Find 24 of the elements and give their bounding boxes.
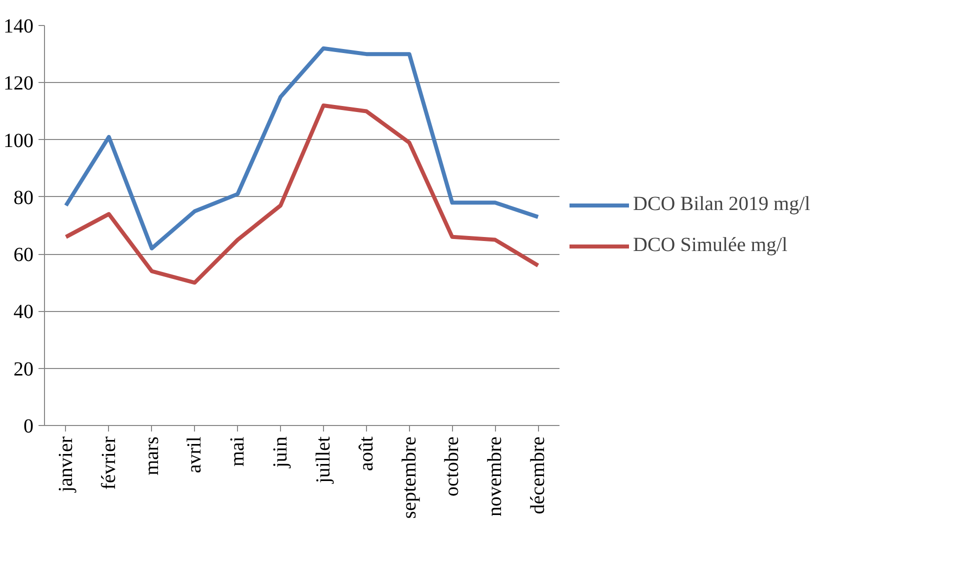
line-series: [64, 46, 540, 250]
y-tick-label: 120: [4, 72, 34, 95]
legend-label: DCO Bilan 2019 mg/l: [633, 193, 810, 216]
x-tick-label: novembre: [484, 436, 506, 516]
x-tick-label: décembre: [527, 436, 550, 514]
x-tick-label: avril: [184, 436, 206, 474]
x-tick-label: janvier: [54, 436, 77, 494]
x-tick-label: mars: [140, 436, 163, 476]
y-tick-label: 40: [14, 301, 34, 324]
x-tick-label: juin: [270, 436, 292, 469]
y-tick-label: 140: [4, 16, 34, 38]
x-tick-label: septembre: [398, 436, 420, 519]
x-tick-label: octobre: [441, 436, 464, 496]
y-tick-label: 0: [24, 416, 34, 438]
y-tick-label: 60: [14, 244, 34, 266]
legend-label: DCO Simulée mg/l: [633, 234, 788, 257]
line-series: [64, 104, 540, 285]
y-tick-label: 80: [14, 186, 34, 209]
y-tick-label: 100: [4, 130, 34, 152]
x-tick-label: juillet: [312, 436, 334, 484]
x-tick-label: août: [355, 436, 378, 471]
x-tick-label: mai: [226, 436, 249, 466]
y-tick-label: 20: [14, 358, 34, 380]
x-tick-label: février: [98, 436, 120, 490]
